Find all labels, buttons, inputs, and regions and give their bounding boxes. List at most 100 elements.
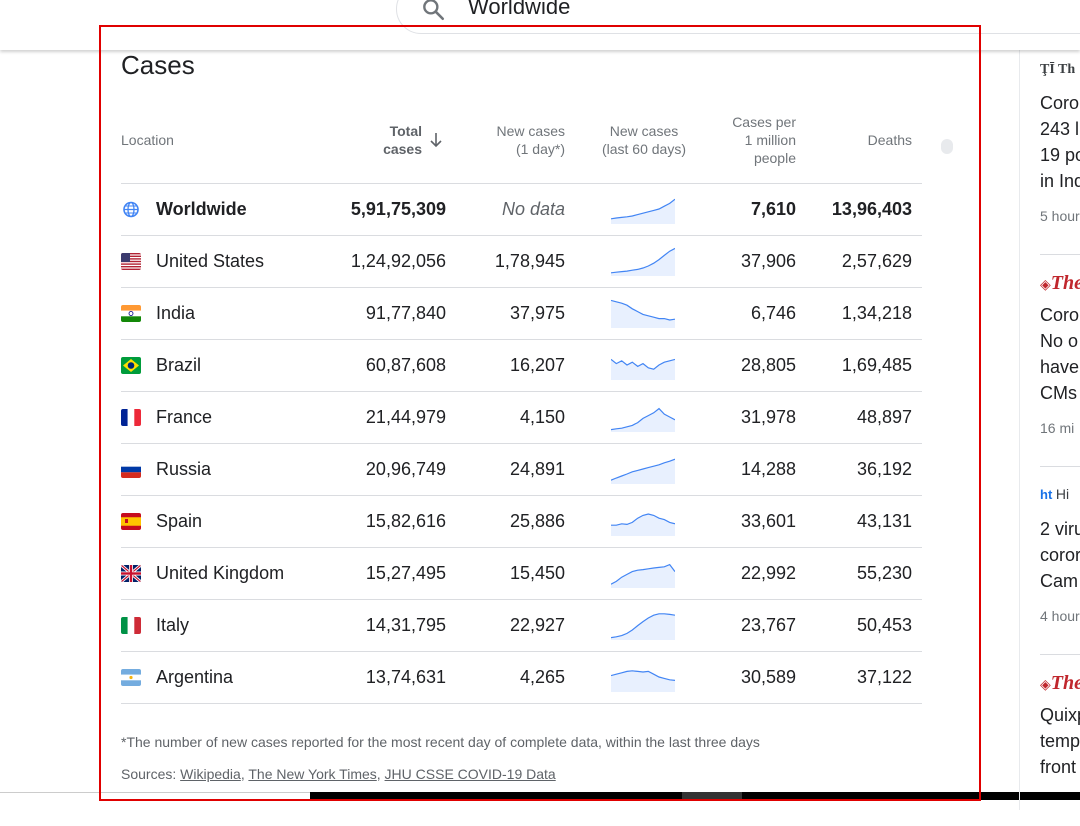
sparkline-chart xyxy=(611,407,675,432)
flag-ru-icon xyxy=(121,461,141,478)
flag-in-icon xyxy=(121,305,141,322)
source-link-nyt[interactable]: The New York Times xyxy=(248,766,377,782)
news-headline-line: 19 po xyxy=(1040,145,1080,165)
header-deaths[interactable]: Deaths xyxy=(867,132,912,148)
table-row[interactable]: Brazil 60,87,608 16,207 28,805 1,69,485 xyxy=(121,339,922,391)
search-box[interactable] xyxy=(396,0,1080,34)
new-cases-1day: No data xyxy=(501,199,565,219)
sparkline-chart xyxy=(611,198,675,224)
table-bottom-border xyxy=(121,703,922,704)
sort-down-arrow-icon[interactable] xyxy=(428,131,444,149)
news-source-logo-icon: ◈ xyxy=(1040,676,1051,692)
news-headline-line: 2 viru xyxy=(1040,519,1080,539)
sparkline-chart xyxy=(611,513,675,536)
new-cases-1day: 25,886 xyxy=(509,511,565,531)
new-cases-1day: 16,207 xyxy=(509,355,565,375)
news-divider xyxy=(1019,50,1020,810)
news-card[interactable]: ŢĪ Th Coro 243 l 19 po in Ind 5 hour xyxy=(1040,60,1080,224)
news-source-logo-icon: ŢĪ xyxy=(1040,62,1059,77)
news-source-logo-icon: ◈ xyxy=(1040,276,1051,292)
new-cases-1day: 1,78,945 xyxy=(494,251,565,271)
header-permil-line2: 1 million xyxy=(744,132,796,148)
bottom-strip-thumb xyxy=(682,792,742,800)
header-new1-line2: (1 day*) xyxy=(515,141,565,157)
deaths: 50,453 xyxy=(856,615,912,635)
deaths: 1,69,485 xyxy=(841,355,912,375)
news-card[interactable]: ◈The Quixp temp front xyxy=(1040,672,1080,780)
cases-per-million: 23,767 xyxy=(740,615,796,635)
total-cases: 13,74,631 xyxy=(365,667,446,687)
total-cases: 20,96,749 xyxy=(365,459,446,479)
news-headline[interactable]: 2 viru coror Cam xyxy=(1040,516,1080,594)
table-row[interactable]: India 91,77,840 37,975 6,746 1,34,218 xyxy=(121,287,922,339)
location-name: Spain xyxy=(156,511,203,531)
news-headline[interactable]: Quixp temp front xyxy=(1040,702,1080,780)
table-row[interactable]: Worldwide 5,91,75,309 No data 7,610 13,96,40… xyxy=(121,183,922,235)
table-row[interactable]: United Kingdom 15,27,495 15,450 22,992 55,23… xyxy=(121,547,922,599)
footnote: *The number of new cases reported for th… xyxy=(121,734,760,750)
cases-per-million: 28,805 xyxy=(740,355,796,375)
flag-ar-icon xyxy=(121,669,141,686)
news-headline-line: 243 l xyxy=(1040,119,1080,139)
table-row[interactable]: Italy 14,31,795 22,927 23,767 50,453 xyxy=(121,599,922,651)
new-cases-1day: 22,927 xyxy=(509,615,565,635)
cases-per-million: 33,601 xyxy=(740,511,796,531)
globe-icon xyxy=(121,201,141,218)
news-time: 4 hour xyxy=(1040,608,1080,624)
news-headline[interactable]: Coro 243 l 19 po in Ind xyxy=(1040,90,1080,194)
total-cases: 15,27,495 xyxy=(365,563,446,583)
flag-br-icon xyxy=(121,357,141,374)
news-headline-line: No o xyxy=(1040,331,1079,351)
source-link-wikipedia[interactable]: Wikipedia xyxy=(180,766,241,782)
header-permil-line3: people xyxy=(753,150,796,166)
news-separator xyxy=(1040,466,1080,467)
location-name: Russia xyxy=(156,459,212,479)
sparkline-chart xyxy=(611,563,675,588)
location-name: United States xyxy=(156,251,265,271)
source-link-jhu[interactable]: JHU CSSE COVID-19 Data xyxy=(384,766,556,782)
news-source: ŢĪ Th xyxy=(1040,62,1076,77)
bottom-divider xyxy=(0,792,310,793)
sources: Sources: Wikipedia, The New York Times, … xyxy=(121,766,556,782)
table-row[interactable]: United States 1,24,92,056 1,78,945 37,906 2,… xyxy=(121,235,922,287)
cases-per-million: 30,589 xyxy=(740,667,796,687)
total-cases: 60,87,608 xyxy=(365,355,446,375)
sparkline-chart xyxy=(611,670,675,692)
news-headline-line: in Ind xyxy=(1040,171,1080,191)
header-new60-line1: New cases xyxy=(609,123,679,139)
cases-per-million: 6,746 xyxy=(750,303,796,323)
header-new60-line2: (last 60 days) xyxy=(601,141,687,157)
top-bar: Worldwide xyxy=(0,0,1080,50)
table-row[interactable]: France 21,44,979 4,150 31,978 48,897 xyxy=(121,391,922,443)
flag-gb-icon xyxy=(121,565,141,582)
deaths: 2,57,629 xyxy=(841,251,912,271)
news-time: 16 mi xyxy=(1040,420,1075,436)
news-headline[interactable]: Coro No o have CMs xyxy=(1040,302,1080,406)
header-total-cases[interactable]: Total cases xyxy=(360,122,422,158)
table-row[interactable]: Russia 20,96,749 24,891 14,288 36,192 xyxy=(121,443,922,495)
header-total-line2: cases xyxy=(383,141,422,157)
deaths: 13,96,403 xyxy=(831,199,912,219)
sparkline-chart xyxy=(611,458,675,484)
news-separator xyxy=(1040,254,1080,255)
header-new1-line1: New cases xyxy=(496,123,565,139)
news-source: ◈The xyxy=(1040,672,1080,694)
header-new-cases-1day[interactable]: New cases (1 day*) xyxy=(470,122,565,158)
header-location[interactable]: Location xyxy=(121,132,174,148)
news-headline-line: temp xyxy=(1040,731,1080,751)
deaths: 48,897 xyxy=(856,407,912,427)
search-input[interactable]: Worldwide xyxy=(468,0,571,19)
table-row[interactable]: Argentina 13,74,631 4,265 30,589 37,122 xyxy=(121,651,922,703)
location-name: United Kingdom xyxy=(156,563,285,583)
total-cases: 15,82,616 xyxy=(365,511,446,531)
news-card[interactable]: ht Hi 2 viru coror Cam 4 hour xyxy=(1040,486,1080,624)
table-row[interactable]: Spain 15,82,616 25,886 33,601 43,131 xyxy=(121,495,922,547)
header-cases-per-million[interactable]: Cases per 1 million people xyxy=(716,113,796,167)
new-cases-1day: 4,265 xyxy=(519,667,565,687)
cases-per-million: 7,610 xyxy=(750,199,796,219)
news-source: ◈The xyxy=(1040,272,1080,294)
horizontal-scrollbar[interactable] xyxy=(941,139,953,154)
news-headline-line: CMs xyxy=(1040,383,1077,403)
search-icon[interactable] xyxy=(420,0,446,22)
news-card[interactable]: ◈The Coro No o have CMs 16 mi xyxy=(1040,272,1080,436)
